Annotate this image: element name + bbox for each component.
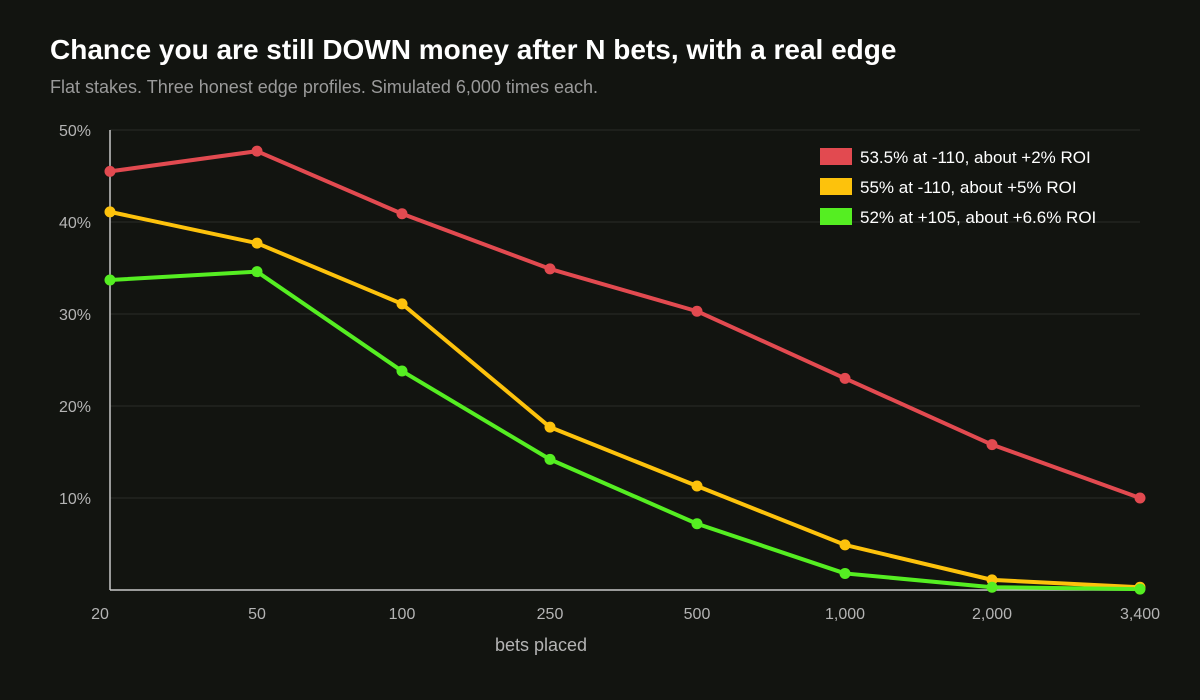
x-axis-title: bets placed — [495, 635, 587, 655]
legend-swatch — [820, 148, 852, 165]
axes: 10% 20% 30% 40% 50% 20 50 100 250 500 1,000 2,000 3,… — [59, 123, 1160, 623]
data-point — [986, 581, 998, 593]
x-tick-label: 250 — [537, 606, 564, 623]
series-line — [108, 269, 1142, 592]
data-point — [691, 480, 703, 492]
legend-swatch — [820, 178, 852, 195]
data-point — [1134, 492, 1146, 504]
data-point — [251, 266, 263, 278]
x-tick-label: 20 — [91, 606, 109, 623]
y-tick-label: 10% — [59, 491, 91, 508]
data-point — [691, 305, 703, 317]
data-point — [986, 439, 998, 451]
series-markers — [104, 145, 1146, 595]
legend: 53.5% at -110, about +2% ROI 55% at -110,… — [820, 148, 1096, 227]
x-tick-label: 1,000 — [825, 606, 865, 623]
series-lines — [108, 149, 1142, 592]
data-point — [544, 453, 556, 465]
series-line — [108, 209, 1142, 590]
data-point — [396, 208, 408, 220]
data-point — [396, 365, 408, 377]
data-point — [544, 421, 556, 433]
y-tick-label: 50% — [59, 123, 91, 140]
data-point — [251, 145, 263, 157]
data-point — [691, 518, 703, 530]
chart-title: Chance you are still DOWN money after N … — [50, 34, 897, 65]
x-tick-label: 3,400 — [1120, 606, 1160, 623]
data-point — [839, 539, 851, 551]
x-tick-label: 50 — [248, 606, 266, 623]
series-line — [108, 149, 1142, 500]
x-tick-label: 100 — [389, 606, 416, 623]
y-tick-label: 20% — [59, 399, 91, 416]
data-point — [544, 263, 556, 275]
data-point — [839, 567, 851, 579]
y-tick-label: 40% — [59, 215, 91, 232]
legend-label: 55% at -110, about +5% ROI — [860, 178, 1077, 197]
data-point — [839, 372, 851, 384]
legend-label: 52% at +105, about +6.6% ROI — [860, 208, 1096, 227]
chart-subtitle: Flat stakes. Three honest edge profiles.… — [50, 77, 598, 97]
x-tick-label: 500 — [684, 606, 711, 623]
data-point — [104, 165, 116, 177]
data-point — [104, 274, 116, 286]
data-point — [396, 298, 408, 310]
data-point — [1134, 583, 1146, 595]
grid-lines — [110, 129, 1140, 499]
y-tick-label: 30% — [59, 307, 91, 324]
data-point — [251, 237, 263, 249]
legend-swatch — [820, 208, 852, 225]
data-point — [104, 206, 116, 218]
x-tick-label: 2,000 — [972, 606, 1012, 623]
legend-label: 53.5% at -110, about +2% ROI — [860, 148, 1091, 167]
